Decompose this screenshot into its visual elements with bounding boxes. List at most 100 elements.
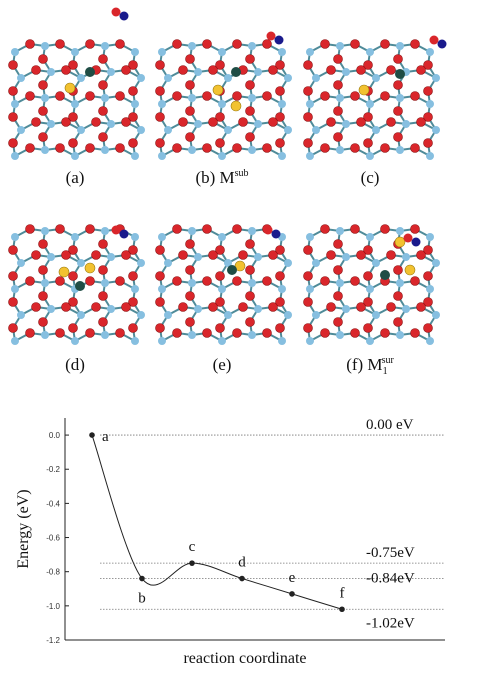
oxygen-atom [232,143,242,153]
oxygen-atom [98,132,108,142]
oxygen-atom [263,225,273,235]
oxygen-atom [393,54,403,64]
metal-atom [278,100,286,108]
point [339,606,345,613]
metal-atom [306,233,314,241]
oxygen-atom [208,117,218,127]
metal-atom [278,337,286,345]
nitrogen-atom [411,237,421,247]
metal-atom [254,68,262,76]
oxygen-atom [333,54,343,64]
oxygen-atom [350,276,360,286]
oxygen-atom [333,291,343,301]
oxygen-atom [121,117,131,127]
oxygen-atom [111,225,121,235]
oxygen-atom [363,138,373,148]
metal-atom [284,311,292,319]
oxygen-atom [185,80,195,90]
oxygen-atom [31,250,41,260]
oxygen-atom [61,302,71,312]
metal-atom [284,259,292,267]
oxygen-atom [320,328,330,338]
metal-atom [284,126,292,134]
metal-atom [426,152,434,160]
oxygen-atom [410,224,420,234]
oxygen-atom [238,250,248,260]
oxygen-atom [245,291,255,301]
yellow-atom [58,266,70,278]
metal-atom [254,305,262,313]
metal-atom [432,259,440,267]
metal-atom [158,337,166,345]
metal-atom [366,285,374,293]
metal-atom [336,94,344,102]
oxygen-atom [38,265,48,275]
oxygen-atom [303,60,313,70]
oxygen-atom [238,302,248,312]
metal-atom [284,74,292,82]
oxygen-atom [333,265,343,275]
oxygen-atom [128,271,138,281]
dopant-atom [85,67,95,77]
metal-atom [11,337,19,345]
oxygen-atom [115,328,125,338]
metal-atom [248,146,256,154]
oxygen-atom [202,276,212,286]
metal-atom [101,94,109,102]
oxygen-atom [363,271,373,281]
metal-atom [188,331,196,339]
metal-atom [77,74,85,82]
oxygen-atom [380,39,390,49]
chart: 0.0 -0.2 -0.4 -0.6 -0.8 -1.0 -1.2 0.00 eV -0.75e… [15,417,445,667]
oxygen-atom [98,239,108,249]
panel-label-text: (b) M [195,168,234,187]
yellow-atom [358,84,370,96]
oxygen-atom [8,112,18,122]
metal-atom [254,120,262,128]
oxygen-atom [121,250,131,260]
oxygen-atom [245,239,255,249]
oxygen-atom [215,138,225,148]
metal-atom [426,233,434,241]
oxygen-atom [55,143,65,153]
structures [8,7,447,345]
oxygen-atom [333,80,343,90]
oxygen-atom [185,54,195,64]
oxygen-atom [208,250,218,260]
metal-atom [336,227,344,235]
metal-atom [432,74,440,82]
point [89,432,95,438]
oxygen-atom [215,323,225,333]
metal-atom [194,305,202,313]
oxygen-atom [423,112,433,122]
oxygen-atom [8,138,18,148]
oxygen-atom [128,297,138,307]
oxygen-atom [410,276,420,286]
oxygen-atom [303,112,313,122]
metal-atom [366,233,374,241]
metal-atom [312,126,320,134]
metal-atom [194,120,202,128]
oxygen-atom [275,323,285,333]
metal-atom [396,331,404,339]
oxygen-atom [208,302,218,312]
nitrogen-atom [119,11,129,21]
oxygen-atom [262,143,272,153]
oxygen-atom [155,60,165,70]
point-label: c [189,539,196,555]
structure [8,7,145,160]
metal-atom [11,48,19,56]
oxygen-atom [333,132,343,142]
oxygen-atom [266,31,276,41]
metal-atom [396,227,404,235]
metal-atom [107,120,115,128]
panel-label-text: (f) M [346,355,382,374]
oxygen-atom [215,297,225,307]
oxygen-atom [275,60,285,70]
metal-atom [77,311,85,319]
oxygen-atom [98,54,108,64]
level-label: -0.75eV [366,545,415,561]
oxygen-atom [55,224,65,234]
oxygen-atom [155,112,165,122]
